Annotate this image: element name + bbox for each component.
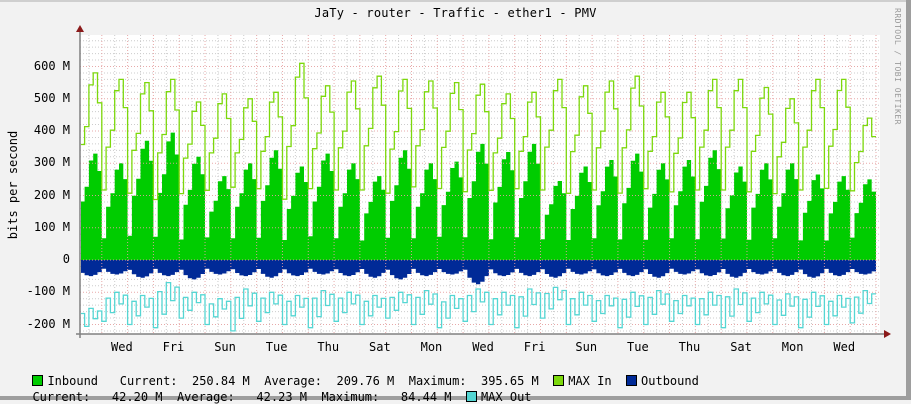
legend-inbound-maximum: Maximum: 395.65 M bbox=[408, 374, 539, 388]
inbound-swatch-icon bbox=[32, 375, 44, 386]
x-tick-label: Sun bbox=[214, 340, 236, 354]
y-tick-label: 300 M bbox=[33, 155, 70, 170]
legend-inbound-average: Average: 209.76 M bbox=[264, 374, 395, 388]
rrdtool-watermark: RRDTOOL / TOBI OETIKER bbox=[893, 8, 902, 125]
y-tick-label: 600 M bbox=[33, 58, 70, 73]
y-tick-label: 0 bbox=[62, 252, 70, 266]
legend-outbound-label: Outbound bbox=[641, 374, 699, 388]
legend-max-out-label: MAX Out bbox=[480, 390, 532, 404]
chart-title: JaTy - router - Traffic - ether1 - PMV bbox=[314, 6, 597, 20]
frame-right bbox=[906, 0, 911, 400]
outbound-swatch-icon bbox=[626, 375, 638, 386]
max-in-swatch-icon bbox=[553, 375, 565, 386]
x-tick-label: Wed bbox=[833, 340, 856, 354]
y-tick-label: 500 M bbox=[33, 90, 70, 105]
x-tick-label: Thu bbox=[678, 340, 701, 354]
legend-outbound-maximum: Maximum: 84.44 M bbox=[321, 390, 452, 404]
x-tick-label: Mon bbox=[781, 340, 804, 354]
x-tick-label: Sat bbox=[730, 340, 752, 354]
legend-max-in-label: MAX In bbox=[568, 374, 612, 388]
max-out-swatch-icon bbox=[465, 391, 477, 402]
legend-outbound-average: Average: 42.23 M bbox=[176, 390, 307, 404]
frame-top bbox=[0, 0, 911, 2]
x-tick-label: Fri bbox=[162, 340, 185, 354]
y-tick-label: 200 M bbox=[33, 187, 70, 202]
legend-inbound-current: Current: 250.84 M bbox=[119, 374, 250, 388]
x-tick-label: Sun bbox=[575, 340, 598, 354]
x-tick-label: Tue bbox=[265, 340, 288, 354]
legend-inbound-label: Inbound bbox=[47, 374, 99, 388]
x-tick-label: Thu bbox=[317, 340, 340, 354]
x-tick-label: Fri bbox=[523, 340, 546, 354]
y-tick-label: -100 M bbox=[26, 284, 70, 299]
y-tick-label: -200 M bbox=[26, 316, 70, 331]
y-tick-label: 100 M bbox=[33, 219, 70, 234]
frame-bottom bbox=[0, 396, 911, 400]
legend-row-1: Inbound Current: 250.84 M Average: 209.7… bbox=[18, 360, 699, 388]
y-tick-label: 400 M bbox=[33, 123, 70, 137]
x-tick-label: Wed bbox=[472, 340, 494, 354]
x-tick-label: Tue bbox=[627, 340, 649, 354]
x-tick-label: Mon bbox=[420, 340, 443, 354]
x-tick-label: Wed bbox=[111, 340, 133, 354]
x-tick-label: Sat bbox=[369, 340, 391, 354]
legend-outbound-current: Current: 42.20 M bbox=[32, 390, 163, 404]
